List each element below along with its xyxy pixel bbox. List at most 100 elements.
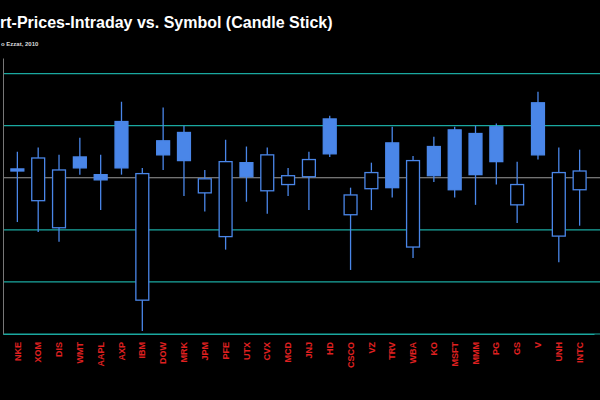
x-tick-label: MRK: [179, 342, 189, 363]
grid: [3, 74, 600, 334]
x-tick-label: TRV: [387, 342, 397, 360]
candle-wick: [162, 107, 163, 169]
x-tick: INTC: [575, 334, 585, 363]
grid-line: [3, 229, 600, 230]
candle-body: [323, 119, 336, 154]
candle-body: [532, 103, 545, 155]
x-tick: DIS: [54, 334, 64, 357]
grid-line: [3, 73, 600, 74]
subtitle: o Ezzat, 2010: [1, 41, 39, 47]
x-tick: CVX: [262, 334, 272, 361]
x-tick: JNJ: [304, 334, 314, 359]
x-tick-label: PG: [491, 342, 501, 355]
candle-body: [261, 155, 274, 191]
candle-body: [302, 160, 315, 177]
x-tick-label: JPM: [200, 342, 210, 361]
x-tick-label: WBA: [408, 342, 418, 364]
x-tick: GS: [512, 334, 522, 355]
candle-wick: [100, 155, 101, 210]
candle-body: [344, 195, 357, 215]
x-tick-label: INTC: [575, 342, 585, 363]
x-tick: WBA: [408, 334, 418, 364]
x-tick-label: MSFT: [450, 342, 460, 367]
candle-body: [157, 141, 170, 155]
candle-body: [448, 130, 461, 190]
candle-body: [552, 173, 565, 237]
candle-body: [573, 171, 586, 190]
x-tick-label: DOW: [158, 342, 168, 365]
candle-body: [386, 143, 399, 188]
candle-body: [407, 161, 420, 247]
x-tick-label: AAPL: [96, 341, 106, 366]
grid-line: [3, 177, 600, 178]
candle-body: [136, 174, 149, 301]
x-tick-label: UTX: [242, 342, 252, 360]
x-tick-label: DIS: [54, 342, 64, 357]
x-axis-line: [4, 334, 595, 335]
grid-line: [3, 333, 600, 334]
candle-body: [511, 185, 524, 205]
title: rt-Prices-Intraday vs. Symbol (Candle St…: [0, 14, 333, 31]
candle-body: [94, 175, 107, 180]
candle-body: [53, 170, 66, 228]
x-tick-label: HD: [325, 342, 335, 355]
candle-body: [240, 163, 253, 177]
candle-body: [219, 162, 232, 237]
x-axis: NKE XOM DIS WMT AAPL AXP IBM DOW MRK JPM PFE UTX CVX…: [4, 334, 595, 368]
x-tick-label: MCD: [283, 342, 293, 363]
x-tick-label: WMT: [75, 342, 85, 364]
x-tick-label: PFE: [221, 342, 231, 360]
x-tick: KO: [429, 334, 439, 356]
candle-wick: [17, 152, 18, 222]
x-tick-label: MMM: [471, 342, 481, 365]
x-tick: TRV: [387, 334, 397, 360]
y-axis-line: [3, 59, 4, 335]
candle-body: [282, 176, 295, 185]
x-tick-label: AXP: [117, 342, 127, 361]
candle-body: [178, 132, 191, 160]
x-tick-label: KO: [429, 342, 439, 356]
x-tick: MCD: [283, 334, 293, 363]
candle-body: [365, 173, 378, 189]
candle-body: [73, 157, 86, 168]
x-tick: MMM: [471, 334, 481, 365]
x-tick: CSCO: [346, 334, 356, 368]
chart: rt-Prices-Intraday vs. Symbol (Candle St…: [0, 0, 600, 400]
x-tick-label: JNJ: [304, 342, 314, 359]
x-tick: PG: [491, 334, 501, 355]
x-tick-label: VZ: [367, 342, 377, 354]
x-tick: MSFT: [450, 334, 460, 367]
x-tick-label: V: [533, 342, 543, 348]
x-tick-label: GS: [512, 342, 522, 355]
x-tick: AAPL: [96, 334, 106, 367]
x-tick: XOM: [33, 334, 43, 363]
candle-body: [11, 169, 24, 171]
x-tick: V: [533, 334, 543, 348]
x-tick: IBM: [137, 334, 147, 359]
x-tick: HD: [325, 334, 335, 355]
candle-body: [32, 158, 45, 201]
candles: [11, 92, 586, 331]
x-tick: DOW: [158, 334, 168, 364]
x-tick-label: IBM: [137, 342, 147, 359]
grid-line: [3, 281, 600, 282]
x-tick: MRK: [179, 334, 189, 363]
x-tick: UNH: [554, 334, 564, 362]
x-tick: JPM: [200, 334, 210, 361]
x-tick-label: XOM: [33, 342, 43, 363]
x-tick-label: CSCO: [346, 342, 356, 368]
x-tick: NKE: [13, 334, 23, 361]
x-tick: VZ: [367, 334, 377, 354]
candle-body: [469, 134, 482, 175]
y-axis: [3, 59, 5, 335]
candle-wick: [79, 138, 80, 175]
x-tick: UTX: [242, 334, 252, 360]
candle-body: [427, 147, 440, 176]
x-tick-label: UNH: [554, 342, 564, 362]
x-tick-label: CVX: [262, 342, 272, 361]
candle-body: [115, 122, 128, 168]
grid-line: [3, 125, 600, 126]
x-tick: WMT: [75, 334, 85, 364]
x-tick: PFE: [221, 334, 231, 360]
x-tick: AXP: [117, 334, 127, 361]
